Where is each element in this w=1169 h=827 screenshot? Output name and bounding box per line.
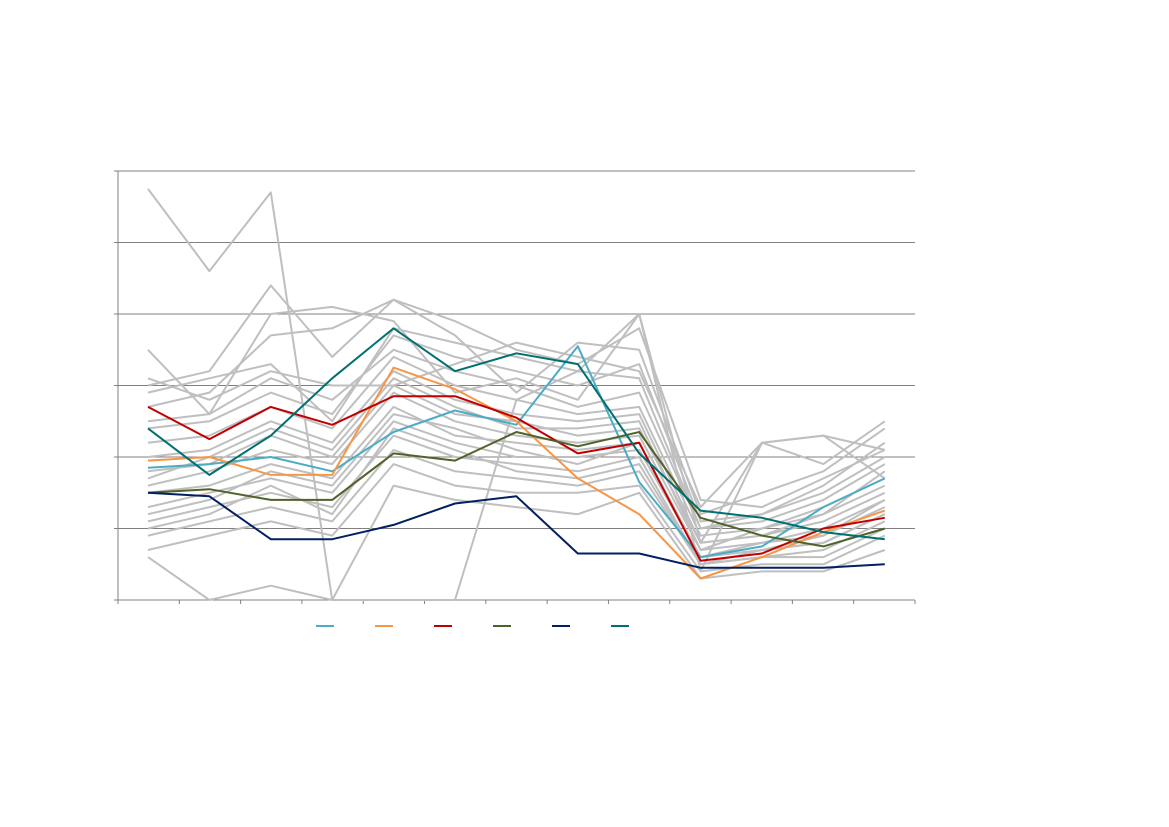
series-line-3 bbox=[147, 431, 886, 548]
background-series-line-20 bbox=[147, 341, 886, 509]
legend-item-0 bbox=[316, 625, 338, 627]
legend-swatch-4 bbox=[552, 625, 570, 627]
background-series-line-15 bbox=[147, 298, 886, 509]
background-series-line-19 bbox=[147, 427, 886, 566]
series-line-4 bbox=[147, 491, 885, 569]
background-series-line-4 bbox=[147, 348, 886, 530]
chart-axes bbox=[114, 170, 916, 604]
background-series-line-17 bbox=[147, 377, 886, 551]
legend-item-4 bbox=[552, 625, 574, 627]
legend-item-2 bbox=[434, 625, 456, 627]
legend-swatch-1 bbox=[375, 625, 393, 627]
background-series-line-18 bbox=[147, 413, 886, 559]
background-series-line-14 bbox=[147, 484, 886, 601]
background-series-line-16 bbox=[147, 334, 886, 523]
chart-legend bbox=[316, 618, 670, 634]
series-line-1 bbox=[147, 366, 886, 580]
series-line-0 bbox=[147, 345, 886, 559]
legend-item-3 bbox=[493, 625, 515, 627]
legend-swatch-3 bbox=[493, 625, 511, 627]
highlighted-series-group bbox=[147, 327, 886, 580]
series-line-5 bbox=[147, 327, 885, 541]
legend-item-5 bbox=[611, 625, 633, 627]
legend-item-1 bbox=[375, 625, 397, 627]
background-series-line-1 bbox=[147, 284, 886, 516]
background-series-line-13 bbox=[147, 463, 886, 573]
legend-swatch-2 bbox=[434, 625, 452, 627]
legend-swatch-0 bbox=[316, 625, 334, 627]
series-line-2 bbox=[147, 395, 885, 562]
legend-swatch-5 bbox=[611, 625, 629, 627]
